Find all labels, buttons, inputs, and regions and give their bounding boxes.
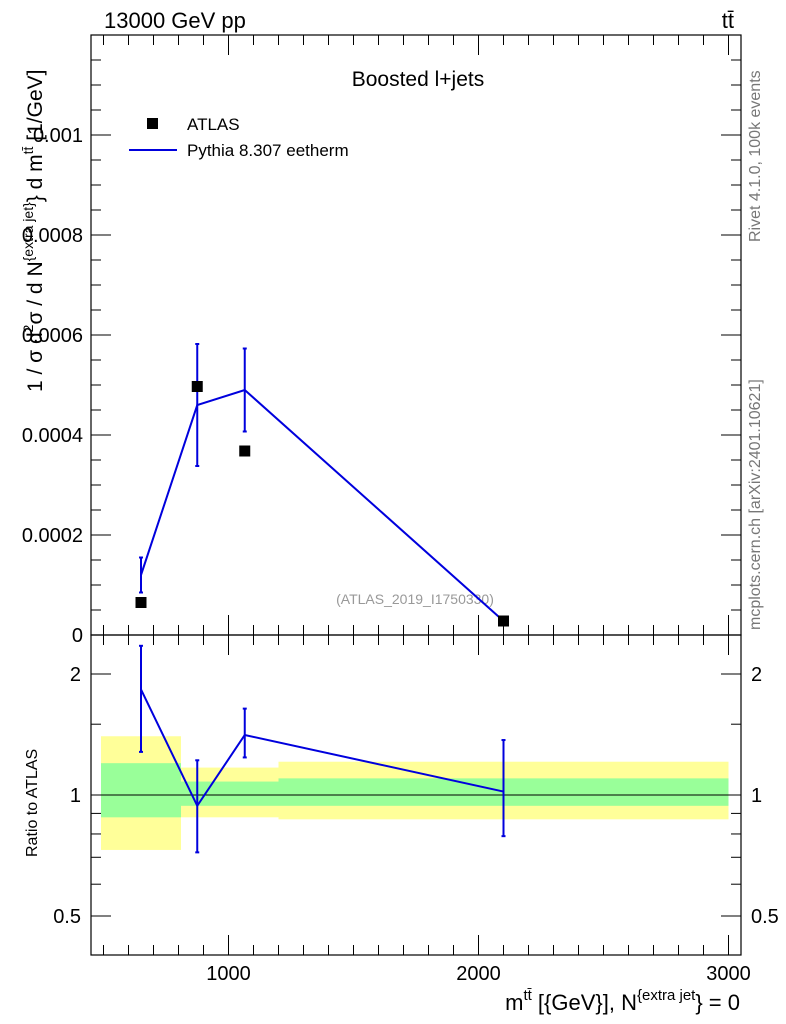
ratio-mc-line <box>140 689 504 808</box>
atlas-data-point <box>135 597 147 608</box>
ratio-band-inner <box>101 763 181 818</box>
ratio-series <box>139 644 506 854</box>
x-tick-label: 2000 <box>456 963 501 985</box>
main-y-tick-label: 0.0008 <box>22 225 83 247</box>
main-title: Boosted l+jets <box>352 68 485 91</box>
ratio-ticks <box>91 635 741 955</box>
mcplots-note: mcplots.cern.ch [arXiv:2401.10621] <box>747 379 764 630</box>
ratio-y-tick-label: 1 <box>70 785 81 807</box>
ratio-y-tick-label-right: 1 <box>751 785 762 807</box>
mc-line <box>140 388 505 622</box>
main-y-tick-labels: 0 0.0002 0.0004 0.0006 0.0008 0.001 <box>22 125 83 647</box>
ratio-x-tick-labels: 1000 2000 3000 <box>206 963 751 985</box>
main-y-tick-label: 0.0006 <box>22 325 83 347</box>
main-ticks <box>91 35 741 636</box>
x-tick-label: 1000 <box>206 963 251 985</box>
legend-marker-atlas <box>147 118 158 129</box>
process-label: tt̄ <box>722 8 734 33</box>
watermark: (ATLAS_2019_I1750330) <box>336 591 494 607</box>
main-y-tick-label: 0.0002 <box>22 525 83 547</box>
main-y-tick-label: 0 <box>72 625 83 647</box>
main-y-tick-label: 0.001 <box>33 125 83 147</box>
legend-label-atlas: ATLAS <box>187 115 240 134</box>
ratio-y-tick-labels: 0.5 0.5 1 1 2 2 <box>53 664 779 928</box>
x-tick-label: 3000 <box>706 963 751 985</box>
ratio-bands <box>91 736 741 850</box>
ratio-y-tick-label: 0.5 <box>53 906 81 928</box>
x-axis-label: mtt̄ [{GeV}], N{extra jet} = 0 <box>505 987 740 1015</box>
main-series <box>135 343 509 627</box>
atlas-data-point <box>239 445 251 457</box>
legend: ATLAS Pythia 8.307 eetherm <box>129 115 349 160</box>
main-y-axis-label: 1 / σ d2σ / d N{extra jet}} d mtt̄ [1/Ge… <box>20 70 47 392</box>
ratio-y-tick-label: 2 <box>70 664 81 686</box>
main-y-tick-label: 0.0004 <box>22 425 83 447</box>
ratio-y-tick-label-right: 0.5 <box>751 906 779 928</box>
ratio-y-axis-label: Ratio to ATLAS <box>24 749 41 857</box>
atlas-data-point <box>498 615 509 627</box>
ratio-y-tick-label-right: 2 <box>751 664 762 686</box>
energy-label: 13000 GeV pp <box>104 8 246 33</box>
atlas-data-point <box>191 381 203 392</box>
legend-label-mc: Pythia 8.307 eetherm <box>187 141 349 160</box>
rivet-note: Rivet 4.1.0, 100k events <box>747 70 764 242</box>
